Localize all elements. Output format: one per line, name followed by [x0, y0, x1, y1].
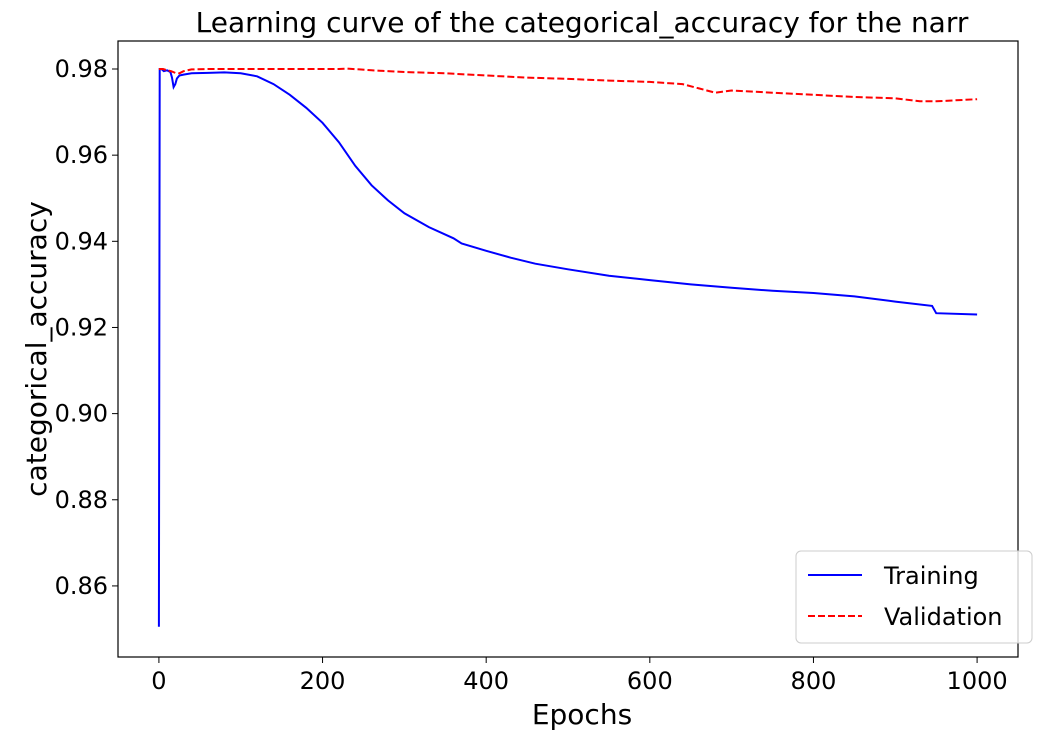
x-tick-label: 800 — [791, 667, 837, 695]
x-tick-label: 400 — [463, 667, 509, 695]
y-axis: 0.86 0.88 0.90 0.92 0.94 0.96 0.98 — [55, 55, 118, 600]
series-line-training — [157, 68, 978, 627]
x-tick-label: 600 — [627, 667, 673, 695]
y-tick-label: 0.86 — [55, 572, 108, 600]
y-tick-label: 0.94 — [55, 227, 108, 255]
y-axis-label: categorical_accuracy — [20, 201, 53, 497]
y-tick-label: 0.90 — [55, 400, 108, 428]
axes-frame — [117, 40, 1019, 658]
y-tick-label: 0.96 — [55, 141, 108, 169]
series-line-validation — [158, 67, 978, 103]
chart-title: Learning curve of the categorical_accura… — [196, 6, 969, 39]
y-tick-label: 0.92 — [55, 313, 108, 341]
legend-training-label: Training — [883, 562, 979, 590]
plot-area — [157, 67, 978, 627]
y-tick-label: 0.88 — [55, 486, 108, 514]
y-tick-label: 0.98 — [55, 55, 108, 83]
x-tick-label: 200 — [300, 667, 346, 695]
legend-validation-label: Validation — [884, 603, 1003, 631]
x-axis: 0 200 400 600 800 1000 — [151, 657, 1008, 695]
x-tick-label: 0 — [151, 667, 166, 695]
x-axis-label: Epochs — [532, 698, 632, 731]
legend: Training Validation — [795, 550, 1033, 644]
x-tick-label: 1000 — [947, 667, 1008, 695]
